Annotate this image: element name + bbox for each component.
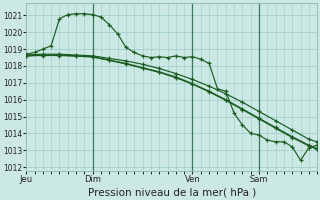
X-axis label: Pression niveau de la mer( hPa ): Pression niveau de la mer( hPa ): [88, 187, 256, 197]
